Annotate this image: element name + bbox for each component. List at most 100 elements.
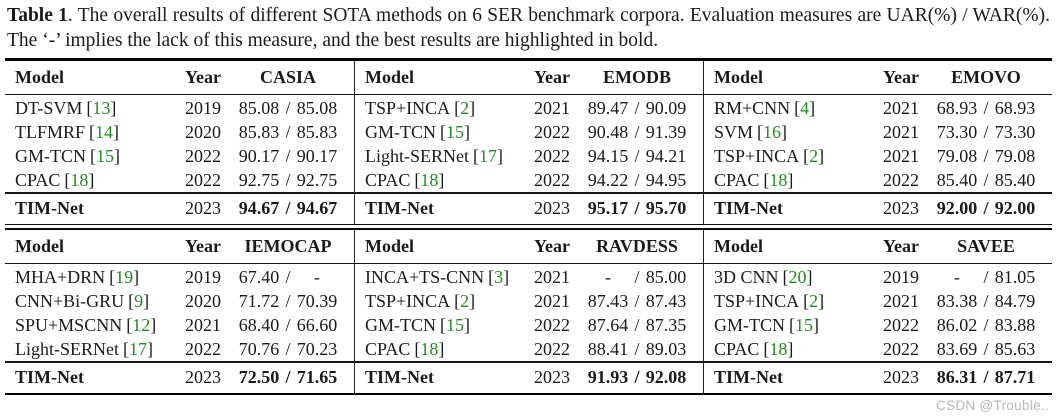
slash-separator: /: [634, 121, 640, 142]
model-cell: GM-TCN [15]: [355, 315, 523, 336]
citation-open-bracket: [: [454, 97, 461, 118]
column-header-year: Year: [534, 235, 570, 256]
citation-open-bracket: [: [109, 266, 116, 287]
citation: [17]: [123, 339, 153, 359]
citation-open-bracket: [: [488, 266, 495, 287]
citation-open-bracket: [: [794, 97, 801, 118]
model-cell: TIM-Net: [355, 198, 523, 219]
header-rule: [355, 262, 703, 264]
model-name: RM+CNN: [714, 97, 791, 118]
column-header-model: Model: [365, 235, 414, 256]
table-row: CPAC [18] 2022 83.69/85.63: [704, 337, 1052, 361]
model-name: SPU+MSCNN: [15, 314, 123, 335]
model-name: TIM-Net: [714, 367, 783, 388]
table-row: INCA+TS-CNN [3] 2021 - /85.00: [355, 265, 703, 289]
best-rule: [355, 192, 703, 194]
model-cell: TIM-Net: [355, 367, 523, 388]
citation: [17]: [473, 146, 503, 166]
header-rule: [5, 93, 354, 95]
model-name: GM-TCN: [365, 314, 436, 335]
citation-number: 18: [769, 169, 788, 190]
year-cell: 2020: [185, 121, 221, 142]
citation-number: 2: [460, 97, 470, 118]
war-value: 95.70: [645, 198, 687, 219]
year-cell: 2023: [883, 198, 919, 219]
citation-number: 13: [92, 97, 111, 118]
best-rule: [704, 192, 1052, 194]
war-value: 91.39: [645, 121, 687, 142]
score-cell: 92.75/92.75: [232, 170, 344, 191]
slash-separator: /: [983, 338, 989, 359]
column-header-corpus: IEMOCAP: [232, 236, 344, 257]
model-name: TLFMRF: [15, 121, 86, 142]
score-cell: 94.67/94.67: [232, 198, 344, 219]
model-name: TSP+INCA: [714, 290, 800, 311]
citation-number: 19: [115, 266, 134, 287]
header-row: Model Year IEMOCAP: [5, 230, 354, 263]
citation-open-bracket: [: [123, 338, 129, 359]
uar-value: 89.47: [587, 97, 629, 118]
war-value: 87.71: [994, 367, 1036, 388]
bottom-rule: [5, 392, 1052, 396]
model-name: Light-SERNet: [365, 145, 469, 166]
citation-open-bracket: [: [763, 338, 770, 359]
citation: [18]: [763, 170, 793, 190]
score-cell: 90.17/90.17: [232, 146, 344, 167]
citation-number: 16: [763, 121, 782, 142]
year-cell: 2023: [185, 367, 221, 388]
war-value: 83.88: [994, 314, 1036, 335]
caption-label: Table 1: [7, 5, 68, 26]
table-row: GM-TCN [15] 2022 90.17/90.17: [5, 144, 354, 168]
model-name: TSP+INCA: [714, 145, 800, 166]
model-name: GM-TCN: [714, 314, 785, 335]
citation: [18]: [64, 170, 94, 190]
citation-number: 18: [769, 338, 788, 359]
model-cell: CPAC [18]: [355, 339, 523, 360]
score-cell: 91.93/92.08: [581, 367, 693, 388]
citation-number: 17: [129, 338, 147, 359]
citation: [14]: [89, 122, 119, 142]
slash-separator: /: [634, 290, 640, 311]
war-value: 90.09: [645, 97, 687, 118]
model-cell: CPAC [18]: [704, 170, 872, 191]
uar-value: 85.83: [238, 121, 280, 142]
year-cell: 2022: [534, 314, 570, 335]
slash-separator: /: [634, 266, 640, 287]
citation-number: 15: [96, 145, 114, 166]
model-cell: SVM [16]: [704, 122, 872, 143]
uar-value: -: [954, 266, 960, 287]
citation: [15]: [789, 315, 819, 335]
table-row: TSP+INCA [2] 2021 89.47/90.09: [355, 96, 703, 120]
column-header-model: Model: [15, 66, 64, 87]
model-cell: GM-TCN [15]: [355, 122, 523, 143]
model-name: 3D CNN: [714, 266, 779, 287]
uar-value: 92.75: [238, 169, 280, 190]
table-row: SVM [16] 2021 73.30/73.30: [704, 120, 1052, 144]
model-cell: MHA+DRN [19]: [5, 267, 174, 288]
citation-open-bracket: [: [414, 338, 421, 359]
citation: [3]: [488, 267, 509, 287]
year-cell: 2022: [534, 145, 570, 166]
model-cell: GM-TCN [15]: [5, 146, 174, 167]
score-cell: 90.48/91.39: [581, 122, 693, 143]
slash-separator: /: [983, 290, 989, 311]
model-name: SVM: [714, 121, 754, 142]
citation-close-bracket: ]: [88, 169, 95, 190]
uar-value: 85.08: [238, 97, 280, 118]
model-cell: RM+CNN [4]: [704, 98, 872, 119]
model-cell: TSP+INCA [2]: [704, 291, 872, 312]
citation-number: 3: [494, 266, 504, 287]
citation-open-bracket: [: [86, 97, 93, 118]
column-header-year: Year: [185, 66, 221, 87]
citation-open-bracket: [: [454, 290, 461, 311]
citation-open-bracket: [: [89, 121, 96, 142]
war-value: 71.65: [296, 367, 338, 388]
year-cell: 2021: [883, 290, 919, 311]
model-cell: INCA+TS-CNN [3]: [355, 267, 523, 288]
model-name: CNN+Bi-GRU: [15, 290, 125, 311]
year-cell: 2022: [534, 121, 570, 142]
slash-separator: /: [983, 367, 989, 388]
year-cell: 2021: [883, 97, 919, 118]
citation: [18]: [414, 170, 444, 190]
table-row: TSP+INCA [2] 2021 87.43/87.43: [355, 289, 703, 313]
